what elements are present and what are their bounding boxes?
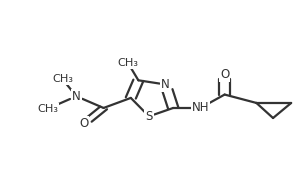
Text: O: O (79, 117, 88, 130)
Text: O: O (220, 68, 229, 81)
Text: NH: NH (192, 101, 209, 114)
Text: S: S (145, 110, 153, 123)
Text: N: N (72, 90, 81, 103)
Text: CH₃: CH₃ (52, 75, 73, 84)
Text: CH₃: CH₃ (117, 58, 138, 68)
Text: CH₃: CH₃ (37, 104, 58, 114)
Text: N: N (161, 78, 170, 91)
